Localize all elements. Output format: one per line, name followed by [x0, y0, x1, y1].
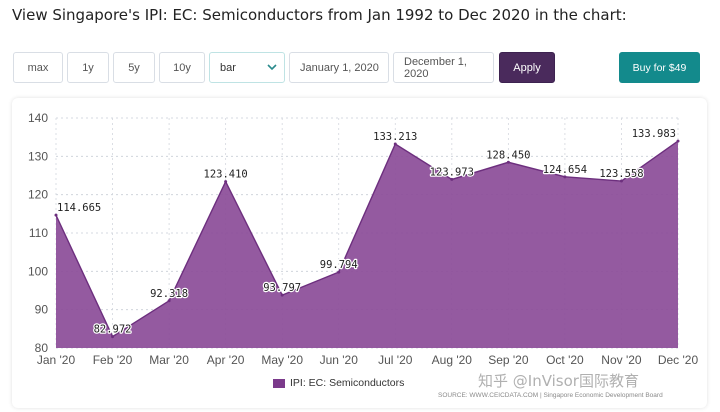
data-point [393, 142, 397, 146]
data-label: 93.797 [263, 282, 301, 294]
y-tick-label: 80 [35, 341, 49, 355]
chart-type-select[interactable]: bar [209, 52, 285, 83]
range-1y-button[interactable]: 1y [67, 52, 109, 83]
data-point [619, 179, 623, 183]
data-point [280, 293, 284, 297]
legend-label: IPI: EC: Semiconductors [290, 377, 405, 389]
data-point [111, 335, 115, 339]
data-point [450, 177, 454, 181]
chart-legend: IPI: EC: Semiconductors [273, 377, 404, 389]
x-tick-label: Jun '20 [320, 353, 359, 367]
x-tick-label: Apr '20 [207, 353, 245, 367]
data-point [224, 180, 228, 184]
data-label: 123.973 [430, 166, 474, 178]
watermark: 知乎 @InVisor国际教育 [478, 372, 639, 390]
data-label: 114.665 [57, 202, 101, 214]
y-tick-label: 140 [28, 111, 48, 125]
y-tick-label: 110 [29, 226, 48, 240]
source-note: SOURCE: WWW.CEICDATA.COM | Singapore Eco… [438, 392, 663, 399]
y-tick-label: 90 [35, 303, 49, 317]
buy-button[interactable]: Buy for $49 [619, 52, 700, 83]
series-area [56, 141, 678, 348]
chart-panel: 114.665 82.972 92.318 123.410 93.797 99.794 13… [12, 98, 707, 408]
range-10y-button[interactable]: 10y [159, 52, 205, 83]
data-label: 133.983 [632, 128, 676, 140]
range-5y-button[interactable]: 5y [113, 52, 155, 83]
data-point [167, 299, 171, 303]
end-date-input[interactable]: December 1, 2020 [393, 52, 494, 83]
apply-button[interactable]: Apply [499, 52, 555, 83]
data-label: 123.410 [204, 169, 248, 181]
data-label: 123.558 [599, 168, 643, 180]
data-label: 82.972 [94, 324, 132, 336]
data-point [563, 175, 567, 179]
x-tick-label: Nov '20 [601, 353, 642, 367]
x-tick-label: Jan '20 [37, 353, 76, 367]
start-date-input[interactable]: January 1, 2020 [289, 52, 389, 83]
data-point [54, 213, 58, 217]
x-tick-label: Jul '20 [378, 353, 413, 367]
data-point [506, 160, 510, 164]
x-tick-label: Feb '20 [93, 353, 133, 367]
y-tick-label: 100 [28, 264, 48, 278]
y-tick-label: 130 [28, 149, 48, 163]
range-max-button[interactable]: max [13, 52, 63, 83]
area-chart: 114.665 82.972 92.318 123.410 93.797 99.794 13… [28, 111, 699, 367]
data-label: 133.213 [373, 131, 417, 143]
page-title: View Singapore's IPI: EC: Semiconductors… [12, 6, 627, 24]
chevron-down-icon [267, 64, 277, 71]
x-tick-label: Oct '20 [546, 353, 584, 367]
chart-type-value: bar [220, 61, 236, 74]
x-tick-label: Aug '20 [432, 353, 473, 367]
data-label: 92.318 [150, 288, 188, 300]
data-label: 128.450 [486, 149, 530, 161]
x-tick-label: Sep '20 [488, 353, 529, 367]
x-tick-label: Dec '20 [658, 353, 699, 367]
x-tick-label: May '20 [261, 353, 303, 367]
y-tick-label: 120 [28, 188, 48, 202]
data-point [676, 139, 680, 143]
series-line [55, 140, 679, 338]
data-point [337, 270, 341, 274]
chart-toolbar: max 1y 5y 10y bar January 1, 2020 Decemb… [0, 52, 720, 84]
data-label: 99.794 [320, 259, 358, 271]
data-label: 124.654 [543, 164, 587, 176]
x-tick-label: Mar '20 [149, 353, 189, 367]
legend-swatch [273, 378, 285, 388]
